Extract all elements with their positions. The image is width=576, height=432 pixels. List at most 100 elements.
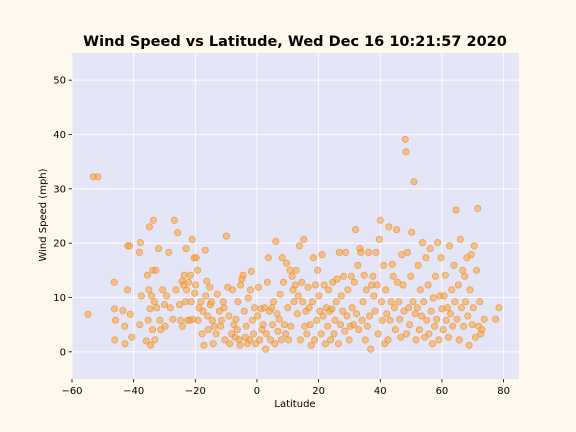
data-point	[264, 254, 272, 262]
data-point	[408, 228, 416, 236]
data-point	[207, 298, 215, 306]
data-point	[204, 326, 212, 334]
y-tick-label: 20	[53, 239, 66, 250]
data-point	[313, 316, 321, 324]
data-point	[376, 216, 384, 224]
data-point	[362, 286, 370, 294]
plot-area	[72, 53, 519, 379]
data-point	[234, 298, 242, 306]
data-point	[194, 266, 202, 274]
data-point	[286, 266, 294, 274]
data-point	[209, 340, 217, 348]
data-point	[320, 281, 328, 289]
data-point	[151, 336, 159, 344]
data-point	[186, 271, 194, 279]
data-point	[226, 340, 234, 348]
data-point	[355, 326, 363, 334]
data-point	[359, 298, 367, 306]
data-point	[388, 260, 396, 268]
data-point	[470, 242, 478, 250]
x-axis-label: Latitude	[274, 399, 315, 410]
data-point	[336, 321, 344, 329]
data-point	[111, 336, 119, 344]
data-point	[454, 281, 462, 289]
data-point	[240, 307, 248, 315]
data-point	[387, 298, 395, 306]
data-point	[327, 336, 335, 344]
data-point	[248, 316, 256, 324]
data-point	[347, 272, 355, 280]
data-point	[153, 304, 161, 312]
y-tick-label: 40	[53, 130, 66, 141]
y-axis-ticks: 0 10 20 30 40 50	[53, 76, 72, 358]
data-point	[472, 266, 480, 274]
data-point	[199, 307, 207, 315]
data-point	[415, 326, 423, 334]
data-point	[219, 298, 227, 306]
data-point	[262, 345, 270, 353]
data-point	[349, 321, 357, 329]
data-point	[345, 336, 353, 344]
data-point	[274, 327, 282, 335]
x-tick-label: 60	[436, 386, 449, 397]
data-point	[386, 316, 394, 324]
data-point	[296, 336, 304, 344]
data-point	[321, 340, 329, 348]
data-point	[126, 242, 134, 250]
data-point	[393, 226, 401, 234]
data-point	[244, 294, 252, 302]
data-point	[363, 322, 371, 330]
data-point	[287, 322, 295, 330]
data-point	[180, 271, 188, 279]
data-point	[306, 321, 314, 329]
data-point	[198, 330, 206, 338]
data-point	[181, 298, 189, 306]
data-point	[206, 283, 214, 291]
data-point	[478, 326, 486, 334]
data-point	[373, 281, 381, 289]
data-point	[203, 277, 211, 285]
data-point	[145, 286, 153, 294]
data-point	[469, 304, 477, 312]
data-point	[213, 290, 221, 298]
x-tick-label: 80	[497, 386, 510, 397]
data-point	[374, 330, 382, 338]
data-point	[305, 304, 313, 312]
data-point	[304, 283, 312, 291]
data-point	[308, 298, 316, 306]
data-point	[442, 316, 450, 324]
data-point	[332, 298, 340, 306]
data-point	[145, 223, 153, 231]
data-point	[210, 322, 218, 330]
data-point	[333, 275, 341, 283]
data-point	[423, 316, 431, 324]
x-tick-label: 0	[254, 386, 260, 397]
data-point	[337, 292, 345, 300]
data-point	[144, 316, 152, 324]
data-point	[382, 286, 390, 294]
data-point	[396, 315, 404, 323]
data-point	[136, 321, 144, 329]
data-point	[147, 341, 155, 349]
data-point	[165, 248, 173, 256]
data-point	[161, 322, 169, 330]
data-point	[371, 307, 379, 315]
data-point	[391, 326, 399, 334]
data-point	[278, 254, 286, 262]
data-point	[272, 238, 280, 246]
data-point	[166, 304, 174, 312]
chart-title: Wind Speed vs Latitude, Wed Dec 16 10:21…	[83, 34, 507, 50]
data-point	[449, 322, 457, 330]
data-points	[84, 135, 503, 353]
data-point	[352, 226, 360, 234]
data-point	[352, 310, 360, 318]
data-point	[383, 310, 391, 318]
data-point	[174, 229, 182, 237]
data-point	[182, 245, 190, 253]
data-point	[324, 322, 332, 330]
data-point	[456, 235, 464, 243]
data-point	[208, 316, 216, 324]
data-point	[437, 254, 445, 262]
data-point	[282, 330, 290, 338]
